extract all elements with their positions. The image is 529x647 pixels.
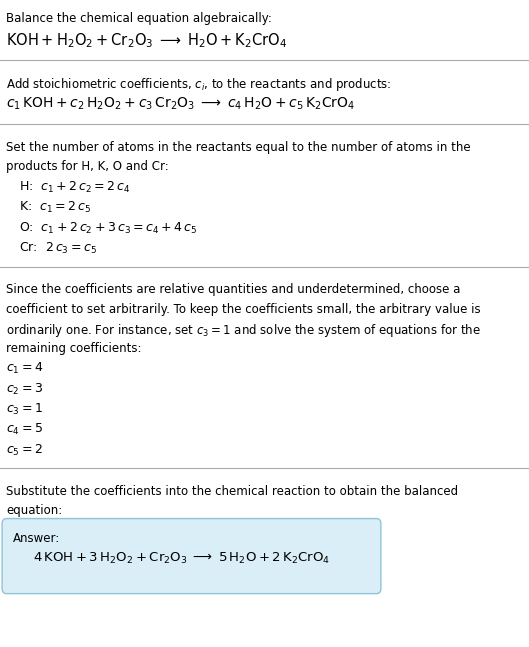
- Text: $c_2 = 3$: $c_2 = 3$: [6, 382, 43, 397]
- Text: $c_4 = 5$: $c_4 = 5$: [6, 422, 43, 437]
- Text: Balance the chemical equation algebraically:: Balance the chemical equation algebraica…: [6, 12, 272, 25]
- Text: coefficient to set arbitrarily. To keep the coefficients small, the arbitrary va: coefficient to set arbitrarily. To keep …: [6, 303, 481, 316]
- Text: $c_5 = 2$: $c_5 = 2$: [6, 443, 43, 457]
- Text: Cr:  $2\,c_3 = c_5$: Cr: $2\,c_3 = c_5$: [19, 241, 96, 256]
- Text: $c_1\,\mathrm{KOH} + c_2\,\mathrm{H_2O_2} + c_3\,\mathrm{Cr_2O_3} \;\longrightar: $c_1\,\mathrm{KOH} + c_2\,\mathrm{H_2O_2…: [6, 96, 355, 112]
- Text: O:  $c_1 + 2\,c_2 + 3\,c_3 = c_4 + 4\,c_5$: O: $c_1 + 2\,c_2 + 3\,c_3 = c_4 + 4\,c_5…: [19, 221, 197, 236]
- Text: $\mathrm{KOH + H_2O_2 + Cr_2O_3 \;\longrightarrow\; H_2O + K_2CrO_4}$: $\mathrm{KOH + H_2O_2 + Cr_2O_3 \;\longr…: [6, 31, 288, 50]
- Text: $4\,\mathrm{KOH} + 3\,\mathrm{H_2O_2} + \mathrm{Cr_2O_3} \;\longrightarrow\; 5\,: $4\,\mathrm{KOH} + 3\,\mathrm{H_2O_2} + …: [33, 551, 330, 566]
- Text: remaining coefficients:: remaining coefficients:: [6, 342, 142, 355]
- Text: Substitute the coefficients into the chemical reaction to obtain the balanced: Substitute the coefficients into the che…: [6, 485, 459, 498]
- Text: Set the number of atoms in the reactants equal to the number of atoms in the: Set the number of atoms in the reactants…: [6, 141, 471, 154]
- Text: $c_3 = 1$: $c_3 = 1$: [6, 402, 43, 417]
- Text: Since the coefficients are relative quantities and underdetermined, choose a: Since the coefficients are relative quan…: [6, 283, 461, 296]
- Text: ordinarily one. For instance, set $c_3 = 1$ and solve the system of equations fo: ordinarily one. For instance, set $c_3 =…: [6, 322, 481, 339]
- Text: products for H, K, O and Cr:: products for H, K, O and Cr:: [6, 160, 169, 173]
- Text: K:  $c_1 = 2\,c_5$: K: $c_1 = 2\,c_5$: [19, 201, 90, 215]
- Text: Answer:: Answer:: [13, 532, 60, 545]
- Text: H:  $c_1 + 2\,c_2 = 2\,c_4$: H: $c_1 + 2\,c_2 = 2\,c_4$: [19, 180, 130, 195]
- Text: $c_1 = 4$: $c_1 = 4$: [6, 361, 44, 376]
- Text: equation:: equation:: [6, 505, 62, 518]
- FancyBboxPatch shape: [2, 519, 381, 594]
- Text: Add stoichiometric coefficients, $c_i$, to the reactants and products:: Add stoichiometric coefficients, $c_i$, …: [6, 76, 392, 93]
